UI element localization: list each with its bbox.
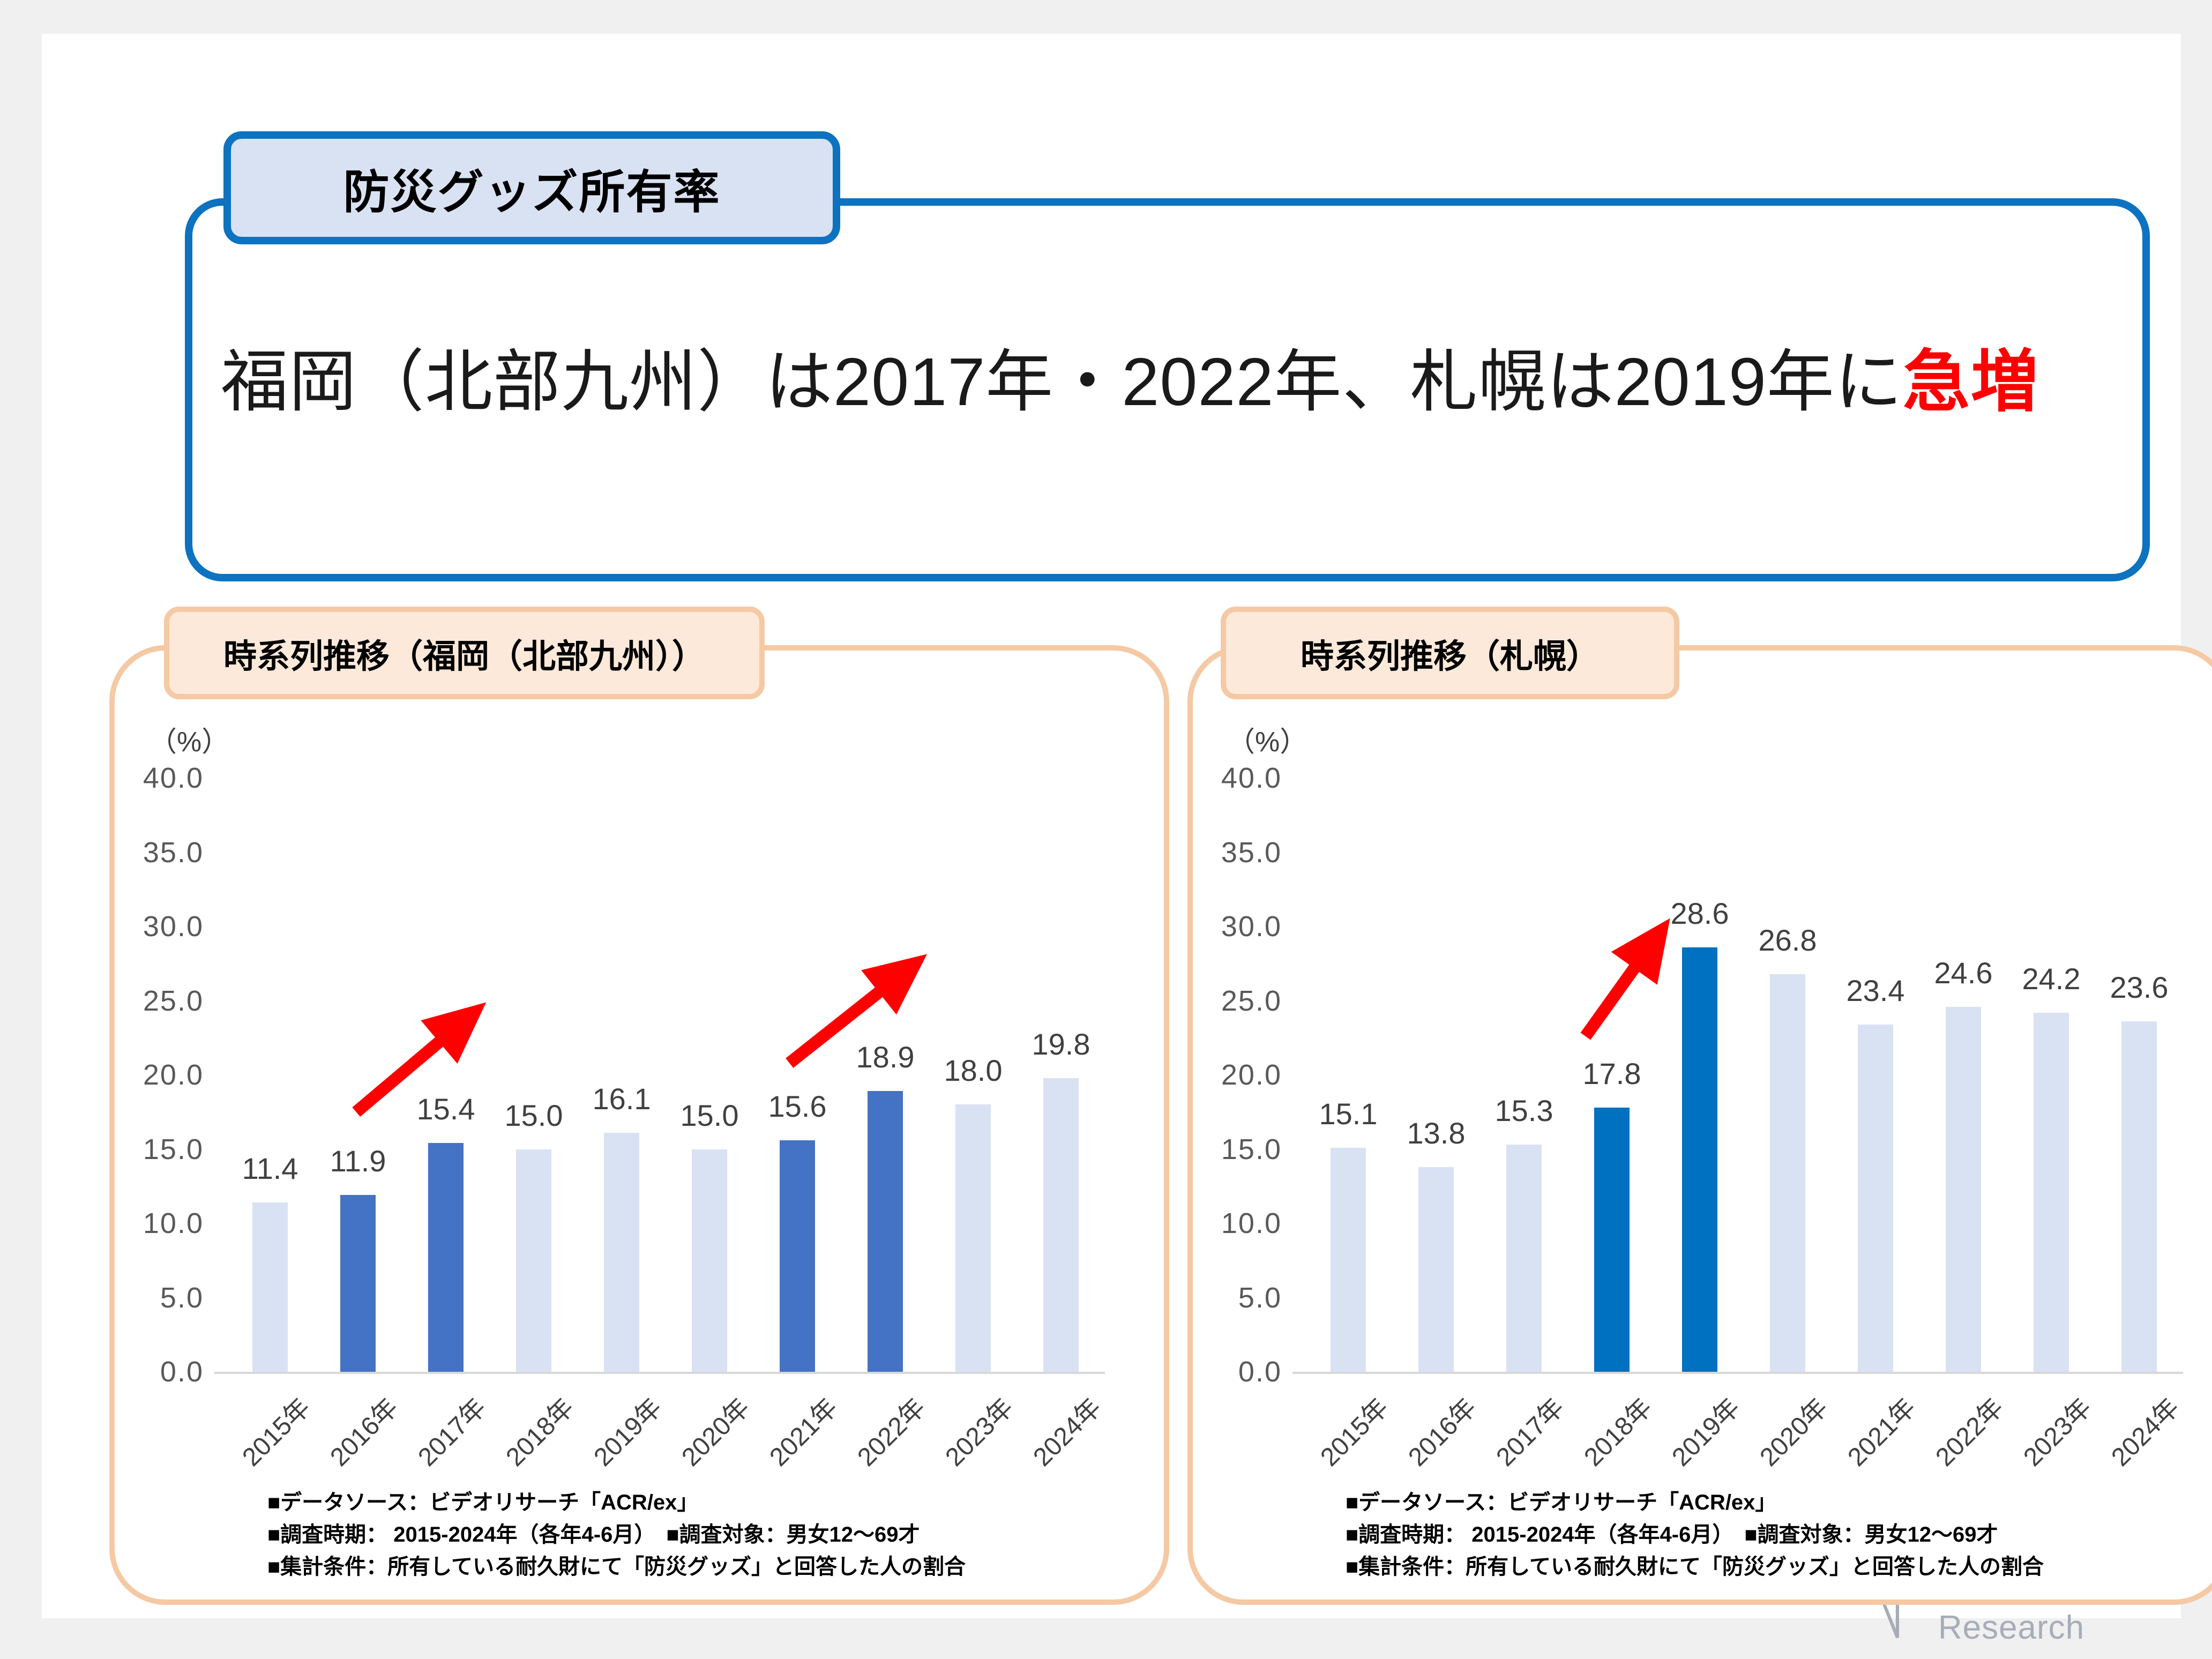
chart-title: 時系列推移（札幌） — [1300, 638, 1600, 675]
bar-value-label: 16.1 — [592, 1082, 651, 1116]
headline-main: 福岡（北部九州）は2017年・2022年、札幌は2019年に — [221, 344, 1903, 420]
bar-value-label: 15.3 — [1494, 1094, 1553, 1128]
bar — [780, 1140, 815, 1372]
chart-panel-sapporo: 時系列推移（札幌） （%） 0.0 5.0 10.0 15.0 20.0 25.0 30.0… — [1187, 607, 2212, 1605]
bar-value-label: 11.9 — [330, 1144, 386, 1178]
bar-value-label: 18.9 — [856, 1040, 915, 1074]
bar-value-label: 28.6 — [1670, 896, 1729, 930]
bar-value-label: 13.8 — [1407, 1116, 1466, 1150]
y-axis-tick-label: 20.0 — [143, 1059, 204, 1091]
bar — [340, 1195, 376, 1372]
bar-value-label: 24.6 — [1934, 955, 1993, 990]
bar-value-label: 15.0 — [504, 1098, 563, 1132]
y-axis-tick-label: 30.0 — [143, 910, 204, 943]
y-axis-tick-label: 40.0 — [143, 762, 204, 794]
bar — [1418, 1167, 1454, 1372]
bar-value-label: 11.4 — [242, 1152, 298, 1186]
bar — [1594, 1107, 1630, 1372]
footnote-line: ■集計条件：所有している耐久財にて「防災グッズ」と回答した人の割合 — [267, 1555, 966, 1579]
y-axis-tick-label: 15.0 — [143, 1133, 204, 1165]
topic-badge-label: 防災グッズ所有率 — [343, 167, 721, 218]
y-axis-tick-label: 0.0 — [1238, 1356, 1282, 1388]
footnote-line: ■調査時期： 2015-2024年（各年4-6月） ■調査対象：男女12～69才 — [267, 1523, 920, 1546]
y-axis-tick-label: 35.0 — [143, 836, 204, 869]
y-axis-tick-label: 15.0 — [1221, 1133, 1282, 1165]
bar-value-label: 23.6 — [2110, 970, 2169, 1005]
footnote-line: ■データソース：ビデオリサーチ「ACR/ex」 — [267, 1491, 699, 1514]
y-axis-tick-label: 20.0 — [1221, 1059, 1282, 1091]
axis-baseline — [1292, 1372, 2183, 1374]
bar-value-label: 19.8 — [1032, 1027, 1090, 1061]
bar-value-label: 24.2 — [2022, 961, 2081, 996]
axis-baseline — [214, 1372, 1105, 1374]
bar — [428, 1143, 464, 1372]
topic-badge: 防災グッズ所有率 — [223, 131, 840, 244]
bar-value-label: 15.0 — [680, 1098, 739, 1132]
bar-value-label: 15.6 — [768, 1089, 827, 1123]
headline-box — [185, 198, 2150, 581]
bar — [1770, 974, 1805, 1372]
bar — [516, 1149, 551, 1372]
bar — [2121, 1021, 2157, 1372]
chart-panel-fukuoka: 時系列推移（福岡（北部九州）） （%） 0.0 5.0 10.0 15.0 20.0 25… — [109, 607, 1169, 1605]
growth-arrow — [1580, 918, 1670, 1040]
bar — [1331, 1147, 1366, 1372]
bar — [692, 1149, 727, 1372]
footnote-line: ■集計条件：所有している耐久財にて「防災グッズ」と回答した人の割合 — [1346, 1555, 2044, 1579]
y-axis-tick-label: 35.0 — [1221, 836, 1282, 869]
percent-unit-label: （%） — [1227, 727, 1308, 758]
headline-emphasis: 急増 — [1902, 344, 2039, 420]
chart-title-badge: 時系列推移（福岡（北部九州）） — [164, 607, 765, 699]
bar-value-label: 17.8 — [1582, 1056, 1641, 1090]
bar-value-label: 26.8 — [1758, 923, 1817, 957]
chart-area-sapporo: （%） 0.0 5.0 10.0 15.0 20.0 25.0 30.0 35.0 40.0 15… — [1193, 651, 2212, 1600]
bar — [1682, 947, 1717, 1372]
chart-title: 時系列推移（福岡（北部九州）） — [223, 638, 705, 675]
chart-footnotes: ■データソース：ビデオリサーチ「ACR/ex」 ■調査時期： 2015-2024年… — [267, 1486, 966, 1583]
footnote-line: ■調査時期： 2015-2024年（各年4-6月） ■調査対象：男女12～69才 — [1346, 1523, 1998, 1546]
bar — [1043, 1078, 1079, 1372]
bar — [1506, 1145, 1542, 1372]
y-axis-tick-label: 25.0 — [1221, 984, 1282, 1017]
bar — [252, 1202, 288, 1372]
y-axis-tick-label: 30.0 — [1221, 910, 1282, 943]
y-axis-tick-label: 10.0 — [1221, 1207, 1282, 1239]
chart-title-badge: 時系列推移（札幌） — [1221, 607, 1679, 699]
y-axis-tick-label: 5.0 — [160, 1281, 204, 1314]
chart-footnotes: ■データソース：ビデオリサーチ「ACR/ex」 ■調査時期： 2015-2024年… — [1346, 1486, 2044, 1583]
footnote-line: ■データソース：ビデオリサーチ「ACR/ex」 — [1346, 1491, 1777, 1514]
bar — [868, 1091, 903, 1372]
y-axis-tick-label: 5.0 — [1238, 1281, 1282, 1314]
growth-arrow — [786, 954, 928, 1068]
bar-value-label: 23.4 — [1846, 973, 1905, 1007]
y-axis-tick-label: 0.0 — [160, 1356, 204, 1388]
growth-arrows-layer — [352, 954, 928, 1117]
y-axis-tick-label: 40.0 — [1221, 762, 1282, 794]
bar — [955, 1104, 991, 1372]
y-axis-tick-label: 25.0 — [143, 984, 204, 1017]
bar — [2034, 1012, 2069, 1372]
growth-arrows-layer — [1580, 918, 1670, 1040]
bar-value-label: 18.0 — [944, 1053, 1003, 1088]
bar — [604, 1133, 639, 1372]
content-card: 防災グッズ所有率 福岡（北部九州）は2017年・2022年、札幌は2019年に急… — [42, 34, 2212, 1646]
growth-arrow — [352, 1002, 487, 1117]
y-axis-tick-label: 10.0 — [143, 1207, 204, 1239]
bar-value-label: 15.4 — [416, 1092, 475, 1126]
bar — [1946, 1006, 1981, 1372]
bar — [1858, 1024, 1893, 1372]
chart-area-fukuoka: （%） 0.0 5.0 10.0 15.0 20.0 25.0 30.0 35.0 40.0 11… — [115, 651, 1164, 1600]
headline: 福岡（北部九州）は2017年・2022年、札幌は2019年に急増 — [221, 327, 2039, 425]
bar-value-label: 15.1 — [1319, 1096, 1378, 1131]
percent-unit-label: （%） — [149, 727, 230, 758]
